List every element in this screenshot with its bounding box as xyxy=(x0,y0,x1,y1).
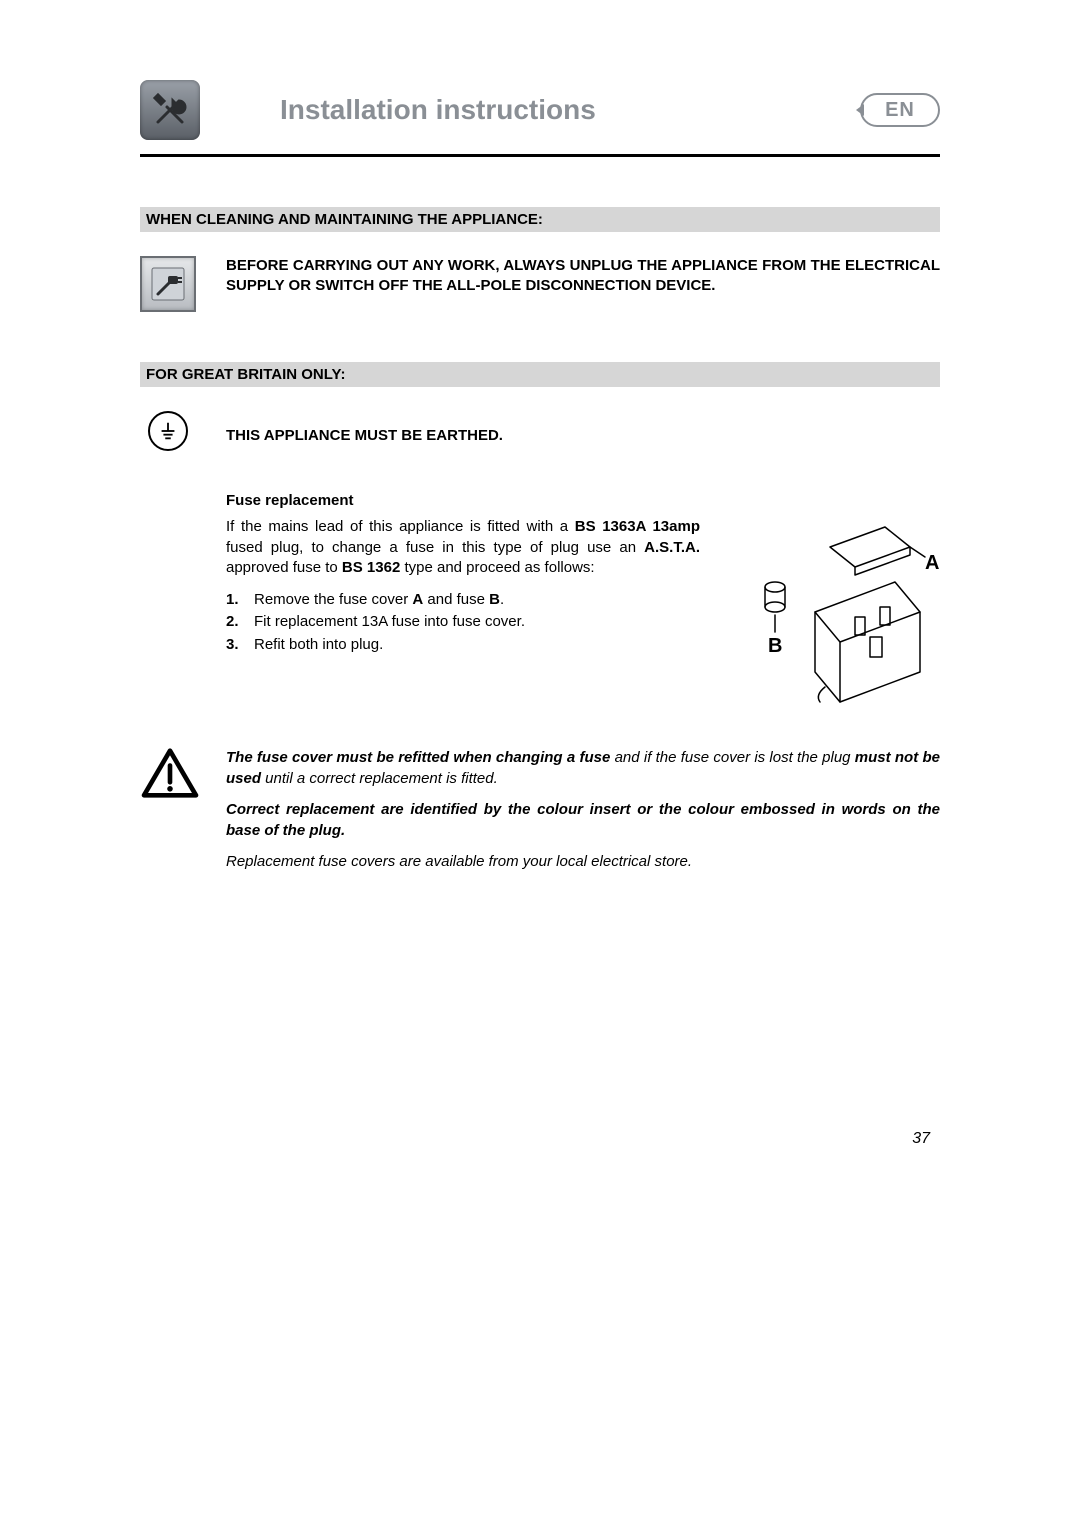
t: fused plug, to change a fuse in this typ… xyxy=(226,539,644,556)
language-text: EN xyxy=(885,99,915,122)
unplug-icon-box xyxy=(140,256,208,312)
step-text: Fit replacement 13A fuse into fuse cover… xyxy=(254,612,700,632)
page-number: 37 xyxy=(912,1130,930,1148)
t: Correct replacement are identified by th… xyxy=(226,801,940,839)
warning-p1: The fuse cover must be refitted when cha… xyxy=(226,747,940,789)
t: BS 1362 xyxy=(342,559,400,576)
t: until a correct replacement is fitted. xyxy=(261,770,498,787)
plug-diagram-svg: A B xyxy=(720,517,940,717)
label-a: A xyxy=(925,552,939,574)
fuse-intro: If the mains lead of this appliance is f… xyxy=(226,517,700,578)
warning-body: The fuse cover must be refitted when cha… xyxy=(226,747,940,882)
fuse-left: If the mains lead of this appliance is f… xyxy=(226,517,700,717)
warning-p3: Replacement fuse covers are available fr… xyxy=(226,851,940,872)
t: Remove the fuse cover xyxy=(254,591,412,608)
section-bar-gb: FOR GREAT BRITAIN ONLY: xyxy=(140,362,940,387)
warning-p2: Correct replacement are identified by th… xyxy=(226,799,940,841)
fuse-figure: A B xyxy=(720,517,940,717)
earth-body: THIS APPLIANCE MUST BE EARTHED. xyxy=(226,416,940,446)
t: A.S.T.A. xyxy=(644,539,700,556)
fuse-heading: Fuse replacement xyxy=(226,491,940,511)
earth-icon xyxy=(148,411,188,451)
t: and if the fuse cover is lost the plug xyxy=(610,749,854,766)
step-num: 1. xyxy=(226,590,254,610)
step-text: Refit both into plug. xyxy=(254,635,700,655)
step-text: Remove the fuse cover A and fuse B. xyxy=(254,590,700,610)
cleaning-row: BEFORE CARRYING OUT ANY WORK, ALWAYS UNP… xyxy=(140,256,940,312)
fuse-row: Fuse replacement If the mains lead of th… xyxy=(140,461,940,717)
warning-row: The fuse cover must be refitted when cha… xyxy=(140,747,940,882)
step-2: 2. Fit replacement 13A fuse into fuse co… xyxy=(226,612,700,632)
step-num: 3. xyxy=(226,635,254,655)
earth-icon-box xyxy=(140,411,208,451)
t: approved fuse to xyxy=(226,559,342,576)
fuse-two-col: If the mains lead of this appliance is f… xyxy=(226,517,940,717)
step-num: 2. xyxy=(226,612,254,632)
t: BS 1363A 13amp xyxy=(575,518,700,535)
t: type and proceed as follows: xyxy=(400,559,594,576)
t: If the mains lead of this appliance is f… xyxy=(226,518,575,535)
step-3: 3. Refit both into plug. xyxy=(226,635,700,655)
label-b: B xyxy=(768,635,782,657)
fuse-body: Fuse replacement If the mains lead of th… xyxy=(226,461,940,717)
t: and fuse xyxy=(423,591,489,608)
page: Installation instructions EN WHEN CLEANI… xyxy=(0,0,1080,1528)
t: . xyxy=(500,591,504,608)
step-1: 1. Remove the fuse cover A and fuse B. xyxy=(226,590,700,610)
fuse-steps: 1. Remove the fuse cover A and fuse B. 2… xyxy=(226,590,700,655)
header-rule xyxy=(140,154,940,157)
unplug-icon xyxy=(140,256,196,312)
tools-icon xyxy=(140,80,200,140)
warning-icon xyxy=(140,747,200,799)
earth-row: THIS APPLIANCE MUST BE EARTHED. xyxy=(140,411,940,451)
page-header: Installation instructions EN xyxy=(140,80,940,140)
section-bar-cleaning: WHEN CLEANING AND MAINTAINING THE APPLIA… xyxy=(140,207,940,232)
t: B xyxy=(489,591,500,608)
t: A xyxy=(412,591,423,608)
earth-statement: THIS APPLIANCE MUST BE EARTHED. xyxy=(226,426,940,446)
cleaning-text: BEFORE CARRYING OUT ANY WORK, ALWAYS UNP… xyxy=(226,256,940,297)
header-left: Installation instructions xyxy=(140,80,596,140)
language-badge: EN xyxy=(860,93,940,127)
warning-icon-box xyxy=(140,747,208,804)
page-title: Installation instructions xyxy=(280,94,596,126)
t: The fuse cover must be refitted when cha… xyxy=(226,749,610,766)
